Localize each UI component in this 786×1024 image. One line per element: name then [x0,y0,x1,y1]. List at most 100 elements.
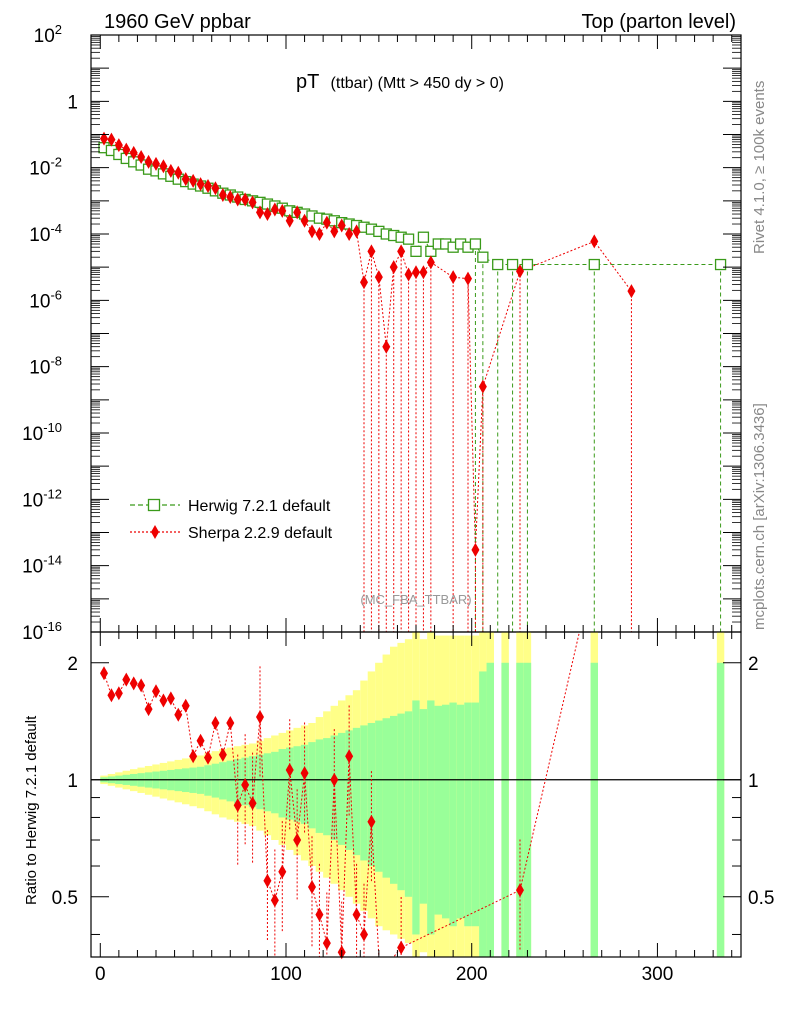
ratio-sherpa-point [152,684,160,699]
ratio-sherpa-point [345,749,354,764]
ratio-sherpa-point [122,672,131,687]
sherpa-point [100,131,108,146]
ratio-sherpa-point [516,883,524,898]
sherpa-point [226,190,235,205]
sherpa-point [315,227,324,241]
sherpa-point [248,195,257,210]
sherpa-point [374,270,383,285]
main-x-ticks [99,35,733,632]
sherpa-point [627,284,636,299]
ratio-band-inner [204,765,212,796]
ratio-sherpa-point [181,698,190,713]
sherpa-point [397,244,406,259]
ratio-sherpa-point [270,893,279,908]
sherpa-point [174,165,183,180]
sherpa-point [233,192,242,207]
sherpa-point [270,202,279,217]
sherpa-point [137,149,146,164]
ratio-sherpa-point [397,940,406,955]
main-y-tick-label: 10-4 [29,221,62,246]
sherpa-point [404,267,413,282]
main-y-tick-base: 10 [22,557,43,578]
sherpa-point [360,275,368,290]
main-y-tick-exponent: 2 [55,22,62,37]
plot-title-main: pT [296,71,319,93]
ratio-x-tick-label: 100 [270,964,302,985]
ratio-band-inner [226,760,234,802]
ratio-sherpa-point [241,777,250,792]
herwig-point [417,231,430,243]
herwig-point [521,258,534,271]
main-y-tick-label: 10-14 [22,553,62,578]
sherpa-point [352,224,361,239]
ratio-band-inner [419,709,428,904]
main-y-tick-exponent: -14 [43,553,62,568]
ratio-band-inner [516,662,524,957]
ratio-sherpa-point [174,707,183,722]
ratio-band-inner [479,671,487,957]
ratio-uncertainty-bands [100,632,725,957]
ratio-band-inner [234,759,242,804]
ratio-sherpa-point [360,927,368,942]
ratio-band-inner [352,727,361,856]
ratio-band-inner [308,742,316,829]
sherpa-point [412,265,420,280]
header-left: 1960 GeV ppbar [104,11,251,33]
main-y-tick-exponent: -16 [43,619,62,634]
ratio-band-inner [278,749,286,818]
ratio-sherpa-point [166,691,175,706]
ratio-sherpa-point [248,796,257,811]
ratio-sherpa-point [322,936,331,951]
ratio-sherpa-point [226,715,235,730]
legend-herwig-marker [147,498,161,512]
ratio-sherpa-point [211,715,220,730]
sherpa-point [159,159,168,174]
sherpa-point [241,192,250,207]
herwig-point [402,233,415,245]
ratio-band-inner [375,720,383,872]
main-y-tick-exponent: -12 [43,486,62,501]
herwig-point [410,245,422,257]
sherpa-point [590,234,599,249]
legend-sherpa-label: Sherpa 2.2.9 default [188,525,333,542]
main-y-tick-base: 1 [67,92,78,113]
ratio-sherpa-point [293,832,302,847]
sherpa-point [389,260,398,275]
ratio-band-inner [360,725,368,861]
ratio-sherpa-point [300,766,309,781]
ratio-band-inner [330,735,338,840]
ratio-band-inner [219,762,227,800]
main-y-tick-label: 1 [67,92,78,113]
ratio-band-inner [263,753,272,812]
plot-title-sub: (ttbar) (Mtt > 450 dy > 0) [331,75,504,92]
sherpa-point [426,255,435,270]
ratio-sherpa-point [278,864,287,879]
ratio-band-inner [323,738,331,836]
main-y-tick-exponent: -4 [50,221,62,236]
ratio-x-axis: 0 100 200 300 [95,632,733,985]
sherpa-point [129,145,138,160]
main-y-tick-base: 10 [22,424,43,445]
main-y-tick-exponent: -2 [50,155,62,170]
sherpa-point [107,132,116,147]
ratio-sherpa-point [263,873,272,888]
ratio-band-inner [412,700,420,935]
herwig-point [714,258,727,271]
ratio-sherpa-point [114,686,123,701]
ratio-sherpa-point [352,907,361,922]
ratio-sherpa-point [315,907,324,922]
ratio-band-inner [382,718,390,878]
main-panel: 10-1610-1410-1210-1010-810-610-410-21102… [22,22,742,644]
legend: Herwig 7.2.1 default Sherpa 2.2.9 defaul… [130,498,333,542]
main-y-tick-base: 10 [29,358,50,379]
ratio-band-inner [315,739,324,833]
ratio-band-inner [256,754,264,810]
ratio-band-inner [464,702,472,927]
herwig-point [492,258,504,271]
sherpa-point [419,265,428,280]
ratio-band-inner [449,702,457,927]
sherpa-point [181,172,190,187]
ratio-sherpa-point [107,688,116,703]
legend-herwig-label: Herwig 7.2.1 default [188,498,331,515]
sherpa-point [256,205,264,220]
